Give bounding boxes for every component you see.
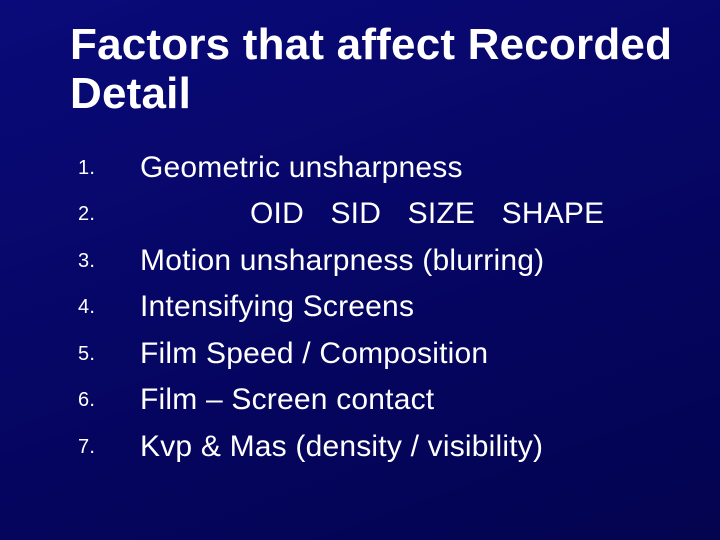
list-item-text: Motion unsharpness (blurring) [140, 244, 544, 277]
list-item-text: Film – Screen contact [140, 383, 434, 416]
list-item: Film – Screen contact [78, 377, 680, 424]
slide-title: Factors that affect Recorded Detail [70, 20, 680, 119]
list-item-text: Geometric unsharpness [140, 151, 463, 184]
list-item-text: Film Speed / Composition [140, 337, 488, 370]
list-item: Kvp & Mas (density / visibility) [78, 424, 680, 471]
list-item-text: Intensifying Screens [140, 290, 414, 323]
list-item: Intensifying Screens [78, 284, 680, 331]
list-item: Geometric unsharpness [78, 145, 680, 192]
slide: Factors that affect Recorded Detail Geom… [0, 0, 720, 540]
list-item: Motion unsharpness (blurring) [78, 238, 680, 285]
list-item-text: OID SID SIZE SHAPE [140, 191, 604, 238]
factor-list: Geometric unsharpness OID SID SIZE SHAPE… [78, 145, 680, 471]
list-item-text: Kvp & Mas (density / visibility) [140, 430, 543, 463]
list-item: Film Speed / Composition [78, 331, 680, 378]
list-item: OID SID SIZE SHAPE [78, 191, 680, 238]
